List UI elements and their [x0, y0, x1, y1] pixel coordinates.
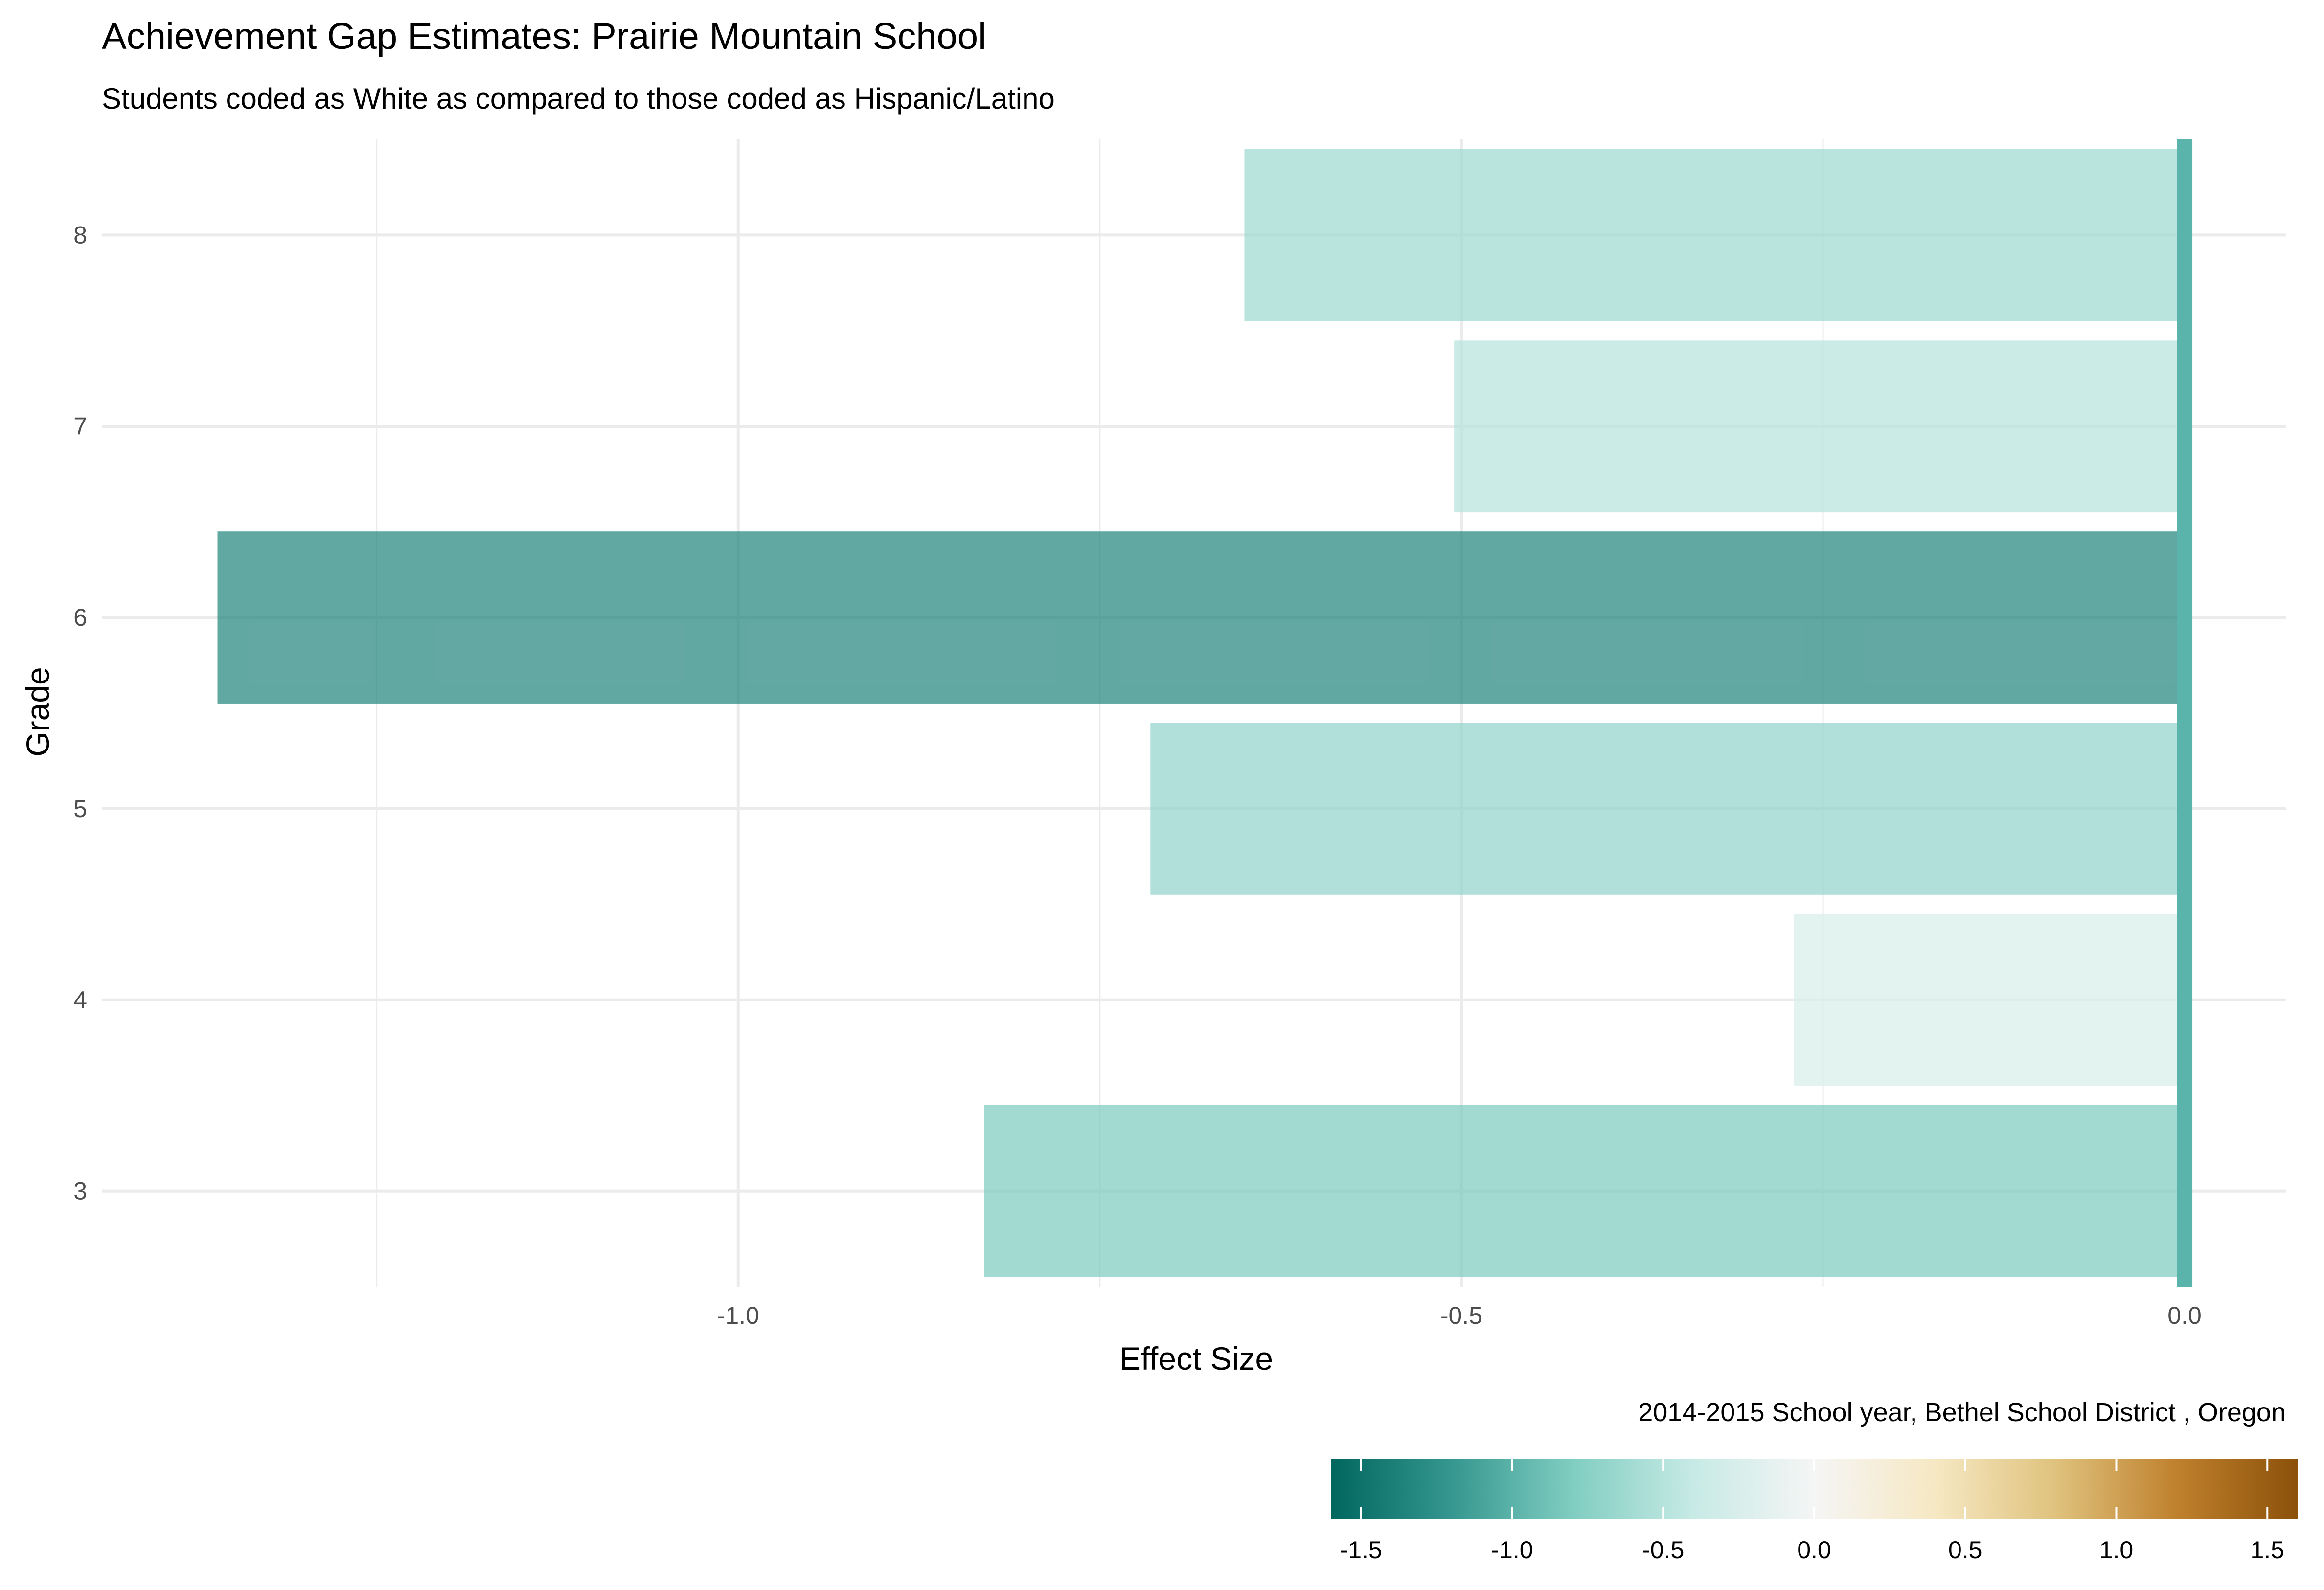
y-tick-label: 4 [73, 986, 87, 1014]
colorbar-tick-label: -1.0 [1491, 1536, 1533, 1564]
y-tick-label: 7 [73, 412, 87, 440]
colorbar-tick-label: 0.5 [1948, 1536, 1982, 1564]
y-tick-label: 6 [73, 604, 87, 631]
chart-caption: 2014-2015 School year, Bethel School Dis… [1638, 1398, 2286, 1427]
bar-grade-6 [217, 531, 2185, 704]
bars [217, 139, 2193, 1287]
y-axis-title: Grade [20, 667, 56, 756]
y-tick-label: 5 [73, 795, 87, 822]
x-tick-label: 0.0 [2167, 1302, 2202, 1329]
colorbar-legend: -1.5 -1.0 -0.5 0.0 0.5 1.0 1.5 [1331, 1459, 2298, 1564]
colorbar-tick-label: 1.0 [2099, 1536, 2134, 1564]
x-tick-labels: -1.0 -0.5 0.0 [717, 1302, 2202, 1329]
x-axis-title: Effect Size [1119, 1340, 1273, 1377]
chart-title: Achievement Gap Estimates: Prairie Mount… [102, 16, 986, 57]
colorbar-tick-label: -0.5 [1642, 1536, 1684, 1564]
y-tick-label: 3 [73, 1178, 87, 1205]
bar-grade-7 [1454, 340, 2185, 513]
bar-grade-8 [1244, 149, 2185, 321]
y-tick-label: 8 [73, 221, 87, 249]
y-tick-labels: 3 4 5 6 7 8 [73, 221, 87, 1204]
colorbar-tick-label: 1.5 [2250, 1536, 2284, 1564]
chart-subtitle: Students coded as White as compared to t… [102, 82, 1055, 115]
bar-grade-3 [984, 1105, 2185, 1277]
colorbar-tick-label: -1.5 [1340, 1536, 1382, 1564]
x-tick-label: -0.5 [1440, 1302, 1482, 1329]
colorbar-tick-label: 0.0 [1797, 1536, 1831, 1564]
x-tick-label: -1.0 [717, 1302, 759, 1329]
bar-grade-5 [1150, 723, 2185, 895]
bar-grade-4 [1794, 913, 2185, 1086]
